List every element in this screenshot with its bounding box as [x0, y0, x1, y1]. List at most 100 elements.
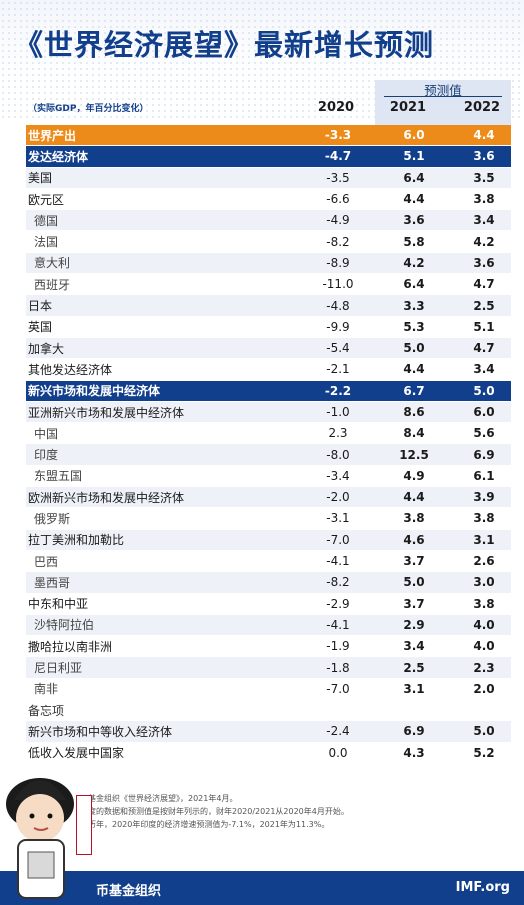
value-2022: 4.4	[473, 128, 495, 143]
value-2022: 3.8	[473, 192, 495, 207]
value-2021: 6.4	[403, 277, 425, 292]
year-header-2020: 2020	[317, 100, 355, 115]
footnote-india: 历年，2020年印度的经济增速预测值为-7.1%，2021年为11.3%。	[88, 820, 330, 829]
table-row: 意大利 -8.9 4.2 3.6	[26, 252, 511, 275]
value-2021: 4.4	[403, 362, 425, 377]
row-label: 巴西	[34, 554, 59, 569]
value-2020: -4.1	[326, 554, 350, 569]
row-label: 俄罗斯	[34, 511, 71, 526]
value-2021: 4.6	[403, 532, 425, 547]
value-2022: 4.7	[473, 341, 495, 356]
footnote-fiscal-year: 度的数据和预测值是按财年列示的，财年2020/2021从2020年4月开始。	[88, 807, 349, 816]
table-row: 发达经济体 -4.7 5.1 3.6	[26, 146, 511, 168]
value-2021: 6.0	[403, 128, 425, 143]
value-2021: 6.7	[403, 383, 425, 398]
value-2020: 2.3	[328, 426, 348, 441]
table-row: 亚洲新兴市场和发展中经济体 -1.0 8.6 6.0	[26, 401, 511, 424]
row-label: 英国	[28, 320, 53, 335]
value-2022: 3.9	[473, 490, 495, 505]
value-2022: 5.0	[473, 724, 495, 739]
row-label: 拉丁美洲和加勒比	[28, 533, 125, 548]
value-2020: -8.9	[326, 255, 350, 270]
value-2021: 6.4	[403, 170, 425, 185]
table-row: 俄罗斯 -3.1 3.8 3.8	[26, 508, 511, 530]
value-2020: -7.0	[326, 681, 350, 696]
value-2022: 3.8	[473, 596, 495, 611]
table-row: 欧洲新兴市场和发展中经济体 -2.0 4.4 3.9	[26, 487, 511, 509]
table-row: 其他发达经济体 -2.1 4.4 3.4	[26, 359, 511, 381]
value-2022: 3.1	[473, 532, 495, 547]
table-row: 撒哈拉以南非洲 -1.9 3.4 4.0	[26, 636, 511, 658]
table-row: 新兴市场和发展中经济体 -2.2 6.7 5.0	[26, 380, 511, 402]
year-header-2021: 2021	[389, 100, 427, 115]
units-note: （实际GDP，年百分比变化）	[28, 104, 149, 114]
row-label: 尼日利亚	[34, 661, 83, 676]
row-label: 德国	[34, 213, 59, 228]
page-title: 《世界经济展望》最新增长预测	[14, 28, 435, 62]
forecast-divider	[384, 96, 502, 97]
row-label: 发达经济体	[28, 149, 89, 164]
value-2020: -1.9	[326, 639, 350, 654]
value-2020: -7.0	[326, 532, 350, 547]
value-2020: -1.0	[326, 405, 350, 419]
row-label: 美国	[28, 171, 53, 186]
table-row: 尼日利亚 -1.8 2.5 2.3	[26, 657, 511, 679]
value-2021: 5.0	[403, 575, 425, 590]
forecast-label: 预测值	[424, 83, 462, 98]
value-2021: 4.9	[403, 468, 425, 483]
value-2021: 4.4	[403, 490, 425, 505]
row-label: 中国	[34, 426, 59, 441]
character-face	[16, 794, 64, 842]
footnote-source: 基金组织《世界经济展望》，2021年4月。	[88, 794, 238, 803]
table-row: 加拿大 -5.4 5.0 4.7	[26, 337, 511, 360]
value-2022: 5.6	[473, 426, 495, 441]
table-row: 英国 -9.9 5.3 5.1	[26, 316, 511, 338]
table-row: 德国 -4.9 3.6 3.4	[26, 210, 511, 232]
row-label: 沙特阿拉伯	[34, 618, 95, 633]
value-2020: -2.0	[326, 490, 350, 505]
value-2021: 4.4	[403, 192, 425, 207]
value-2022: 3.4	[473, 213, 495, 228]
value-2020: -3.5	[326, 170, 350, 185]
table-row: 日本 -4.8 3.3 2.5	[26, 295, 511, 317]
table-row: 中东和中亚 -2.9 3.7 3.8	[26, 593, 511, 615]
table-row: 巴西 -4.1 3.7 2.6	[26, 550, 511, 573]
value-2022: 2.3	[473, 660, 495, 675]
row-label: 低收入发展中国家	[28, 746, 125, 761]
row-label: 法国	[34, 235, 59, 250]
table-row: 东盟五国 -3.4 4.9 6.1	[26, 465, 511, 488]
value-2021: 4.2	[403, 255, 425, 270]
value-2020: -3.3	[324, 128, 352, 143]
value-2022: 6.0	[473, 405, 495, 419]
table-row: 法国 -8.2 5.8 4.2	[26, 231, 511, 253]
value-2022: 4.0	[473, 639, 495, 654]
row-label: 加拿大	[28, 341, 65, 356]
value-2022: 5.1	[473, 319, 495, 334]
value-2021: 3.6	[403, 213, 425, 228]
value-2020: -3.1	[326, 511, 350, 526]
row-label: 墨西哥	[34, 575, 71, 590]
character-eye-right	[47, 813, 53, 819]
table-row: 美国 -3.5 6.4 3.5	[26, 167, 511, 189]
value-2020: -8.0	[326, 447, 350, 462]
character-robe-badge	[27, 851, 55, 879]
row-label: 其他发达经济体	[28, 362, 113, 377]
row-label: 西班牙	[34, 277, 71, 292]
table-row: 南非 -7.0 3.1 2.0	[26, 678, 511, 701]
row-label: 备忘项	[28, 703, 65, 718]
value-2021: 3.7	[403, 554, 425, 569]
value-2022: 6.9	[473, 447, 495, 462]
row-label: 中东和中亚	[28, 597, 89, 612]
footer-website[interactable]: IMF.org	[455, 880, 510, 895]
character-hat-top	[14, 780, 66, 800]
value-2020: -1.8	[326, 660, 350, 675]
table-row: 中国 2.3 8.4 5.6	[26, 423, 511, 445]
row-label: 新兴市场和发展中经济体	[28, 384, 161, 399]
value-2020: -8.2	[326, 234, 350, 249]
value-2021: 3.7	[403, 596, 425, 611]
value-2021: 5.3	[403, 319, 425, 334]
value-2022: 3.5	[473, 170, 495, 185]
value-2022: 3.4	[473, 362, 495, 377]
year-header-2022: 2022	[463, 100, 501, 115]
footnotes: 基金组织《世界经济展望》，2021年4月。 度的数据和预测值是按财年列示的，财年…	[88, 792, 508, 831]
